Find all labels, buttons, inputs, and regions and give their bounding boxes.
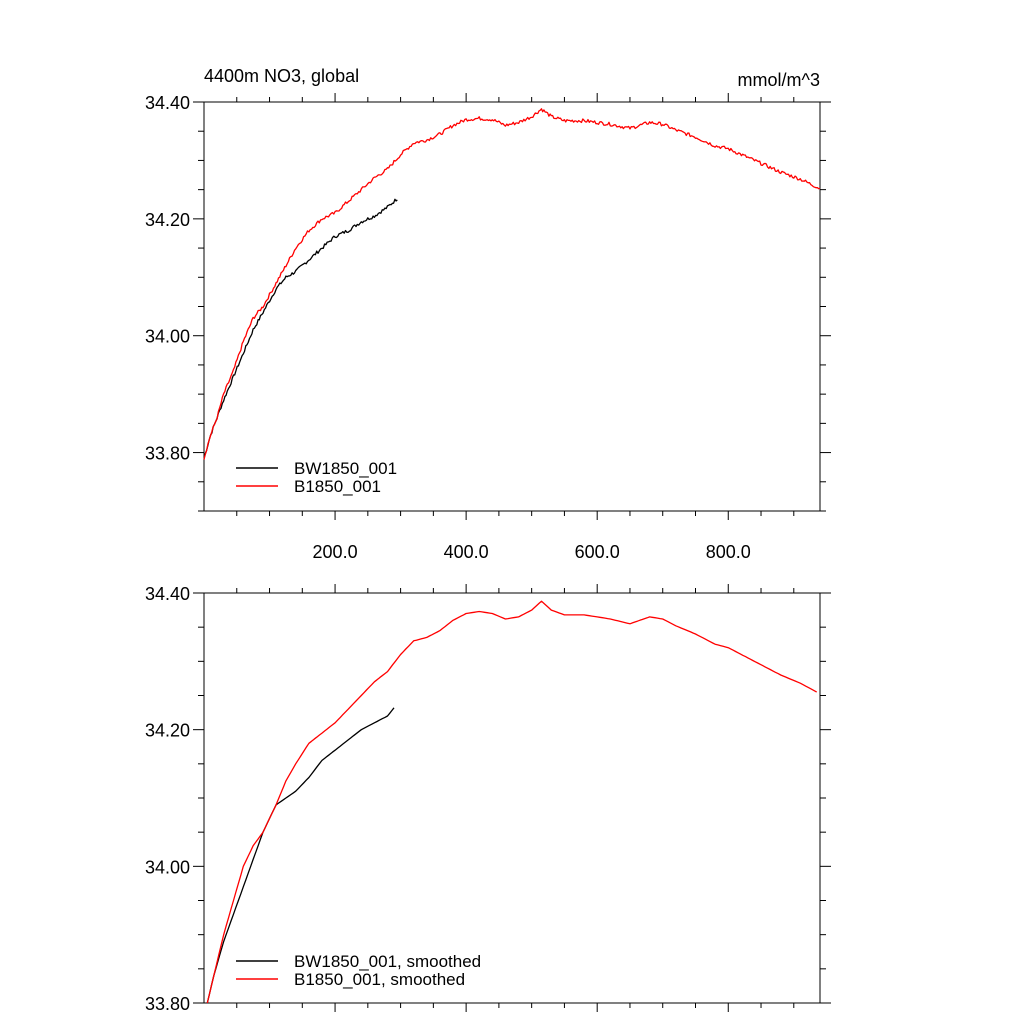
y-tick-label: 34.00	[145, 857, 190, 877]
legend-label: BW1850_001, smoothed	[294, 952, 481, 971]
bottom-series-lines	[206, 600, 818, 1004]
x-tick-label: 400.0	[444, 542, 489, 562]
y-tick-label: 34.40	[145, 93, 190, 113]
series-line-bw1850-001	[203, 198, 398, 459]
y-tick-label: 34.20	[145, 210, 190, 230]
series-line-b1850-001-smoothed	[206, 600, 818, 1004]
chart-title: 4400m NO3, global	[204, 66, 359, 86]
series-line-bw1850-001-smoothed	[206, 707, 395, 1004]
top-axis-ticks	[193, 93, 831, 520]
top-panel: 33.80 34.00 34.20 34.40 200.0 400.0 600.0 800.0…	[145, 93, 831, 562]
chart-units: mmol/m^3	[738, 70, 820, 90]
top-tick-labels: 33.80 34.00 34.20 34.40 200.0 400.0 600.0 800.0	[145, 93, 751, 562]
y-tick-label: 34.40	[145, 584, 190, 604]
y-tick-label: 34.20	[145, 721, 190, 741]
x-tick-label: 600.0	[575, 542, 620, 562]
y-tick-label: 33.80	[145, 444, 190, 464]
series-line-b1850-001	[203, 108, 821, 460]
plot-frame	[203, 592, 821, 1004]
y-tick-label: 34.00	[145, 327, 190, 347]
top-series-lines	[203, 108, 821, 460]
y-tick-label: 33.80	[145, 994, 190, 1014]
plot-frame	[203, 101, 821, 512]
bottom-panel: 33.80 34.00 34.20 34.40 BW1850_001, smoothe…	[145, 584, 831, 1014]
legend-label: B1850_001	[294, 477, 381, 496]
legend-label: B1850_001, smoothed	[294, 970, 465, 989]
legend-label: BW1850_001	[294, 459, 397, 478]
bottom-tick-labels: 33.80 34.00 34.20 34.40	[145, 584, 190, 1014]
x-tick-label: 800.0	[706, 542, 751, 562]
x-tick-label: 200.0	[313, 542, 358, 562]
bottom-axis-ticks	[193, 584, 831, 1012]
